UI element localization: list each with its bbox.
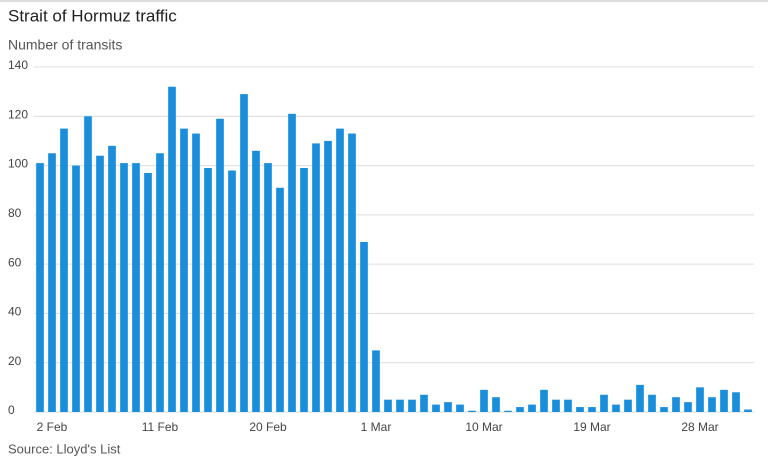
bar [60,128,68,412]
x-tick-label: 19 Mar [573,420,610,434]
bar [576,407,584,412]
x-tick-label: 28 Mar [681,420,718,434]
bar [624,399,632,412]
bar [48,153,56,412]
x-tick-label: 10 Mar [465,420,502,434]
bar [372,350,380,412]
x-tick-label: 2 Feb [37,420,68,434]
bar [168,86,176,412]
bar [672,397,680,412]
bar [312,143,320,412]
y-tick-label: 140 [8,58,28,72]
bar [420,394,428,412]
chart-subtitle: Number of transits [8,37,122,53]
bar [540,389,548,412]
bar [720,389,728,412]
y-tick-label: 0 [8,403,15,417]
y-tick-label: 80 [8,206,22,220]
bar [588,407,596,412]
bar [744,409,752,412]
bar [432,404,440,412]
bar [300,168,308,412]
bar [348,133,356,413]
bar [696,387,704,412]
bar [204,168,212,412]
bar [384,399,392,412]
bar [144,172,152,412]
bar [408,399,416,412]
bar [732,392,740,412]
bar [240,94,248,412]
bar [444,402,452,412]
bar [288,113,296,413]
bar [84,116,92,413]
x-tick-label: 11 Feb [142,420,179,434]
bar [684,402,692,412]
bar [180,128,188,412]
chart-title: Strait of Hormuz traffic [8,6,177,25]
bar [120,163,128,412]
bar [600,394,608,412]
bar [552,399,560,412]
x-tick-label: 1 Mar [361,420,392,434]
bar [36,163,44,412]
bar [564,399,572,412]
bar [360,241,368,412]
bar [708,397,716,412]
bar [96,155,104,412]
y-tick-label: 120 [8,107,28,121]
bar [396,399,404,412]
bar [456,404,464,412]
bar [660,407,668,412]
bar [636,384,644,412]
bar [132,163,140,412]
bar [252,150,260,413]
y-tick-label: 60 [8,255,22,269]
bar [324,140,332,412]
bar [480,389,488,412]
bar [612,404,620,412]
bar [504,410,512,412]
bar [276,187,284,412]
y-tick-label: 40 [8,305,22,319]
bar [492,397,500,412]
y-tick-label: 20 [8,354,22,368]
bar [108,145,116,412]
plot-area: 0 20 40 60 80 100 120 140 2 Feb 11 Feb 20 Feb 1 Mar… [8,58,754,434]
bar [468,410,476,412]
bar [264,163,272,412]
bar [336,128,344,412]
bar [648,394,656,412]
bar [528,404,536,412]
bar [156,153,164,412]
bar [516,407,524,412]
y-tick-label: 100 [8,157,28,171]
bar [192,133,200,413]
bar [216,118,224,412]
bar [228,170,236,412]
x-tick-label: 20 Feb [249,420,287,434]
source-note: Source: Lloyd's List [8,441,121,456]
bar [72,165,80,412]
